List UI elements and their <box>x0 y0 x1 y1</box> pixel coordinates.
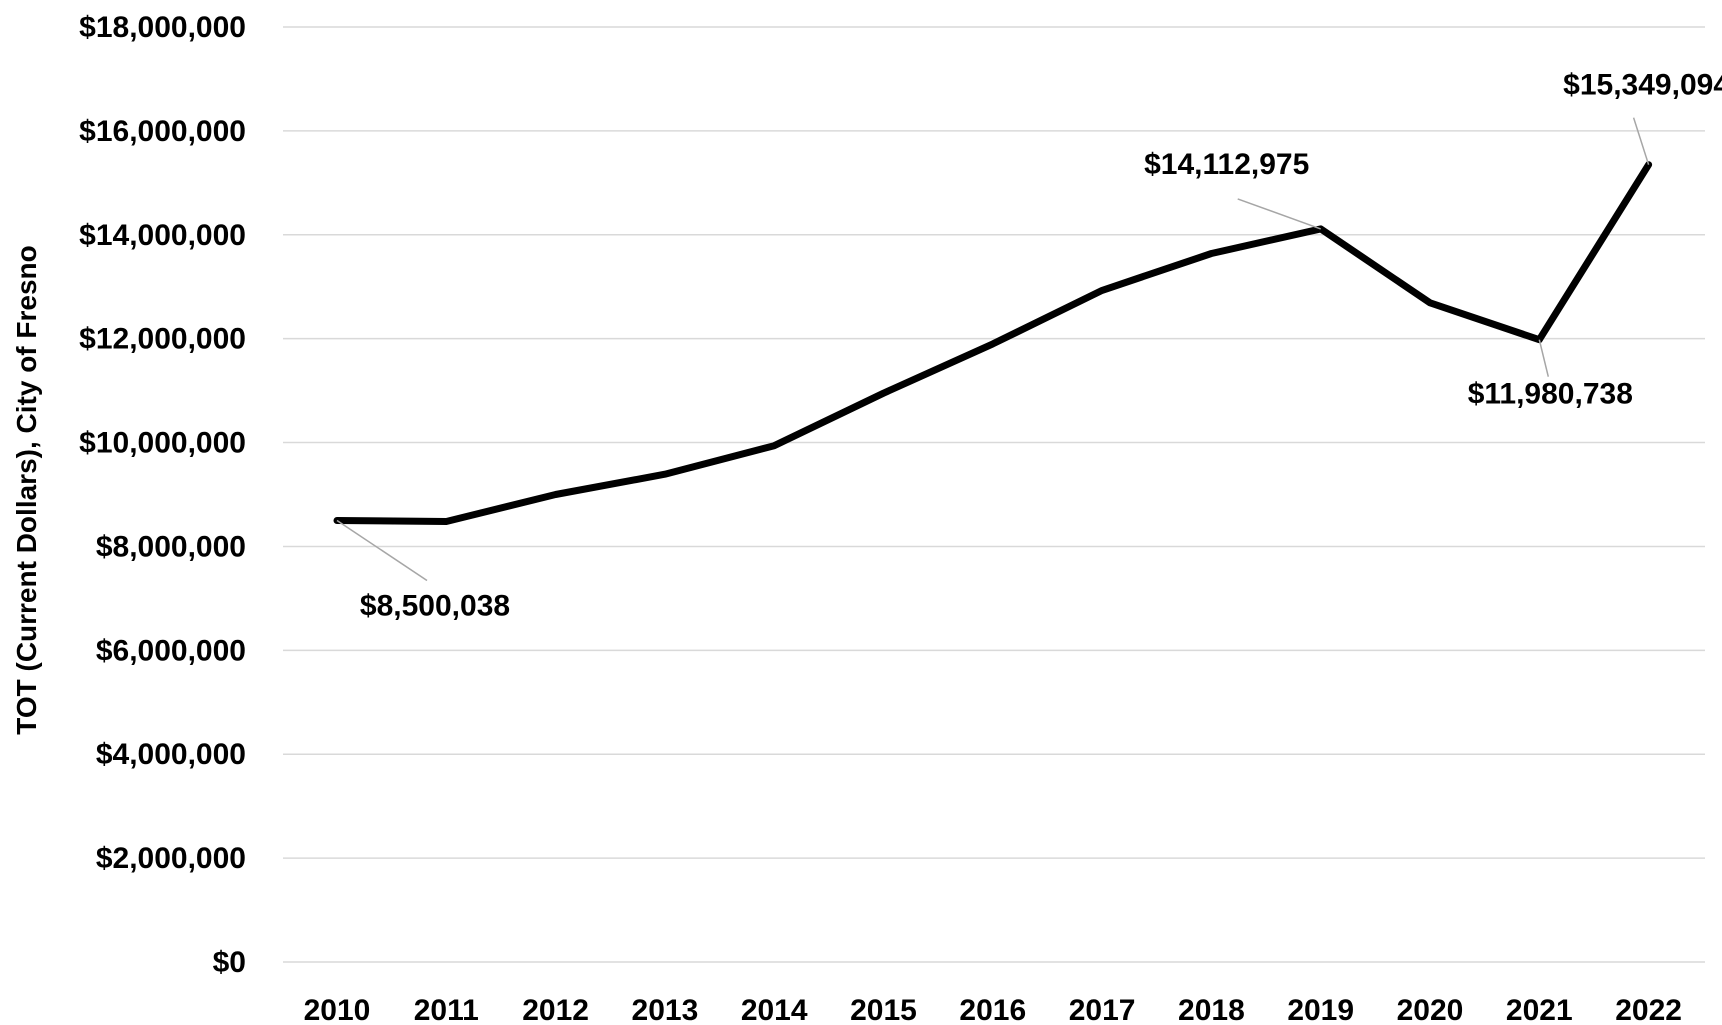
data-label-leaders <box>336 117 1650 582</box>
x-tick-label: 2012 <box>522 994 589 1025</box>
data-label: $14,112,975 <box>1144 148 1309 181</box>
y-axis-tick-labels: $0 $2,000,000 $4,000,000 $6,000,000 $8,000,0… <box>79 11 246 979</box>
data-label-leader <box>1538 339 1550 377</box>
y-tick-label: $4,000,000 <box>96 738 246 771</box>
x-tick-label: 2017 <box>1069 994 1136 1025</box>
x-tick-label: 2021 <box>1506 994 1573 1025</box>
x-tick-label: 2022 <box>1615 994 1682 1025</box>
y-axis-title: TOT (Current Dollars), City of Fresno <box>11 245 42 735</box>
y-tick-label: $6,000,000 <box>96 634 246 667</box>
y-tick-label: $12,000,000 <box>79 323 246 356</box>
x-tick-label: 2015 <box>850 994 917 1025</box>
x-tick-label: 2020 <box>1397 994 1464 1025</box>
x-tick-label: 2018 <box>1178 994 1245 1025</box>
y-tick-label: $2,000,000 <box>96 842 246 875</box>
data-label-leader <box>336 519 428 582</box>
series-lines <box>333 161 1653 525</box>
y-tick-label: $0 <box>213 946 246 979</box>
gridlines <box>283 26 1705 963</box>
data-label: $8,500,038 <box>360 589 510 622</box>
y-tick-label: $10,000,000 <box>79 427 246 460</box>
y-tick-label: $18,000,000 <box>79 11 246 44</box>
x-tick-label: 2016 <box>959 994 1026 1025</box>
x-tick-label: 2013 <box>632 994 699 1025</box>
data-labels: $8,500,038 $14,112,975 $11,980,738 $15,349,… <box>360 69 1722 623</box>
data-label-leader <box>1237 198 1321 230</box>
data-label: $11,980,738 <box>1468 378 1633 411</box>
x-tick-label: 2010 <box>304 994 371 1025</box>
x-tick-label: 2011 <box>414 994 479 1025</box>
x-tick-label: 2014 <box>741 994 808 1025</box>
data-label-leader <box>1632 117 1650 165</box>
data-label: $15,349,094 <box>1563 69 1722 102</box>
y-tick-label: $8,000,000 <box>96 530 246 563</box>
x-axis-tick-labels: 2010 2011 2012 2013 2014 2015 2016 2017 2018 2019… <box>304 994 1682 1025</box>
series-line <box>333 161 1653 525</box>
y-tick-label: $14,000,000 <box>79 219 246 252</box>
y-tick-label: $16,000,000 <box>79 115 246 148</box>
x-tick-label: 2019 <box>1287 994 1354 1025</box>
